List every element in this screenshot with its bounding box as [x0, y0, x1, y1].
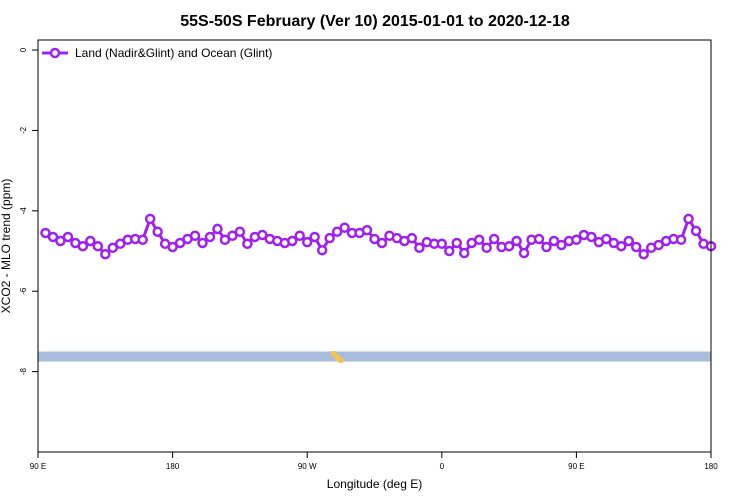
y-axis-label: XCO2 - MLO trend (ppm): [0, 179, 13, 314]
data-point-34: [294, 230, 305, 241]
legend-marker: [49, 47, 61, 59]
data-point-20: [189, 230, 201, 241]
data-point-79: [630, 241, 642, 253]
legend-label: Land (Nadir&Glint) and Ocean (Glint): [75, 46, 272, 60]
x-tick-label-3: 0: [440, 462, 445, 471]
data-point-40: [339, 222, 350, 233]
data-point-13: [137, 234, 148, 246]
data-point-59: [481, 242, 492, 254]
data-point-25: [227, 230, 238, 241]
data-point-2: [55, 235, 66, 247]
data-point-67: [541, 241, 552, 253]
data-point-56: [458, 247, 470, 259]
data-point-54: [444, 245, 455, 257]
x-tick-label-5: 180: [704, 462, 718, 471]
data-point-69: [556, 239, 567, 251]
data-point-77: [616, 240, 627, 252]
y-tick-label-4: -8: [19, 368, 28, 376]
data-point-3: [62, 231, 74, 243]
x-tick-label-4: 90 E: [568, 462, 584, 471]
data-point-36: [309, 231, 320, 243]
band-accent-mark-0: [330, 351, 336, 357]
band-accent-mark-2: [335, 356, 341, 362]
chart-title: 55S-50S February (Ver 10) 2015-01-01 to …: [180, 13, 570, 30]
y-tick-label-0: 0: [19, 47, 28, 52]
band-accent-mark-3: [338, 357, 344, 363]
data-point-17: [167, 241, 178, 253]
data-point-6: [85, 235, 96, 247]
data-point-33: [286, 235, 298, 247]
data-point-22: [204, 231, 216, 243]
data-point-18: [174, 237, 186, 249]
data-point-1: [47, 231, 59, 243]
data-point-60: [488, 233, 500, 245]
data-point-85: [675, 234, 687, 246]
y-tick-label-3: -6: [19, 287, 28, 295]
y-tick-label-2: -4: [19, 207, 28, 215]
coverage-band: [38, 351, 711, 362]
x-tick-label-0: 90 E: [30, 462, 46, 471]
data-point-8: [100, 248, 111, 260]
data-point-24: [219, 234, 231, 246]
x-tick-label-2: 90 W: [298, 462, 317, 471]
x-tick-label-1: 180: [166, 462, 180, 471]
data-point-68: [548, 235, 560, 247]
data-point-62: [503, 240, 515, 252]
data-point-39: [331, 226, 343, 237]
data-point-45: [376, 237, 388, 249]
data-point-29: [257, 229, 268, 241]
data-point-58: [473, 234, 485, 246]
data-point-78: [623, 235, 634, 247]
data-point-5: [77, 240, 89, 252]
data-point-0: [40, 227, 51, 239]
data-point-71: [571, 234, 582, 246]
data-point-23: [212, 223, 223, 235]
plot-area: [38, 213, 717, 363]
data-point-87: [690, 225, 702, 237]
x-axis-label: Longitude (deg E): [327, 477, 422, 491]
data-point-35: [301, 236, 313, 248]
data-point-7: [92, 240, 104, 252]
data-point-63: [511, 235, 522, 247]
y-tick-label-1: -2: [19, 126, 28, 134]
plot-frame: [37, 39, 712, 453]
data-point-82: [653, 239, 664, 251]
data-point-15: [152, 226, 163, 237]
data-point-53: [436, 238, 448, 250]
data-point-9: [107, 242, 119, 254]
data-point-86: [683, 213, 694, 225]
data-point-26: [234, 226, 246, 237]
data-point-50: [414, 242, 425, 254]
data-point-49: [406, 232, 418, 244]
data-point-21: [197, 237, 208, 249]
axes: 90 E 180 90 W 0 90 E 180 0 -2 -4 -6 -8: [19, 47, 718, 471]
data-point-44: [369, 233, 380, 245]
data-point-75: [601, 233, 612, 245]
data-point-10: [115, 238, 126, 250]
legend: Land (Nadir&Glint) and Ocean (Glint): [42, 46, 272, 60]
data-point-73: [586, 231, 597, 243]
data-point-37: [316, 244, 328, 256]
data-point-14: [144, 213, 156, 225]
data-point-43: [361, 224, 373, 236]
data-point-55: [451, 237, 463, 249]
data-point-27: [242, 238, 253, 250]
data-point-64: [518, 247, 530, 259]
data-point-66: [533, 233, 545, 245]
data-point-38: [324, 232, 335, 244]
data-point-80: [638, 248, 649, 260]
